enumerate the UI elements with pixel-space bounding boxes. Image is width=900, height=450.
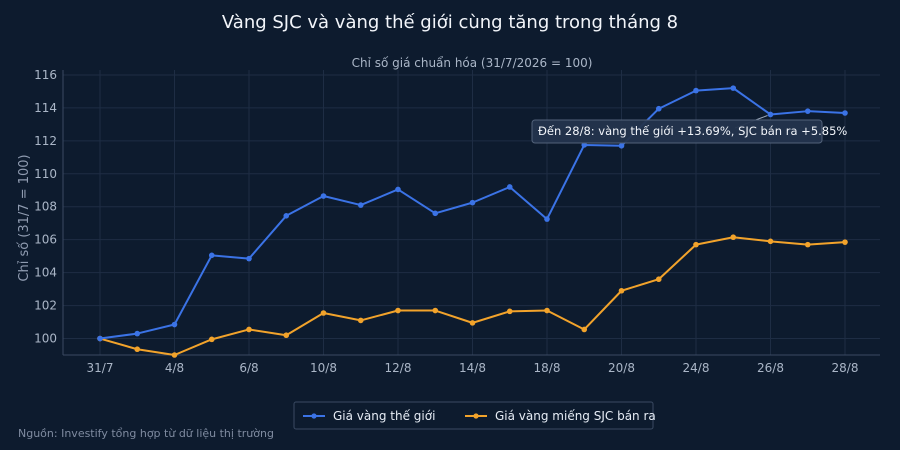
data-point-sjc — [544, 307, 550, 314]
x-tick-label: 14/8 — [459, 361, 486, 375]
data-point-sjc — [693, 241, 699, 248]
annotation-box — [531, 119, 823, 144]
data-point-sjc — [246, 326, 252, 333]
x-tick-labels: 31/7 4/8 6/8 10/8 12/8 14/8 18/8 20/8 24/8 26/8 28… — [87, 361, 859, 375]
data-point-world — [730, 85, 737, 91]
source-note: Nguồn: Investify tổng hợp từ dữ liệu thị… — [18, 427, 274, 440]
data-point-world — [134, 330, 141, 337]
data-point-sjc — [283, 332, 290, 339]
data-point-world — [208, 252, 215, 259]
y-tick-label: 100 — [34, 332, 57, 346]
y-tick-label: 114 — [34, 101, 57, 115]
data-point-sjc — [655, 276, 662, 283]
data-point-world — [655, 105, 662, 112]
legend-marker-world — [311, 413, 317, 419]
data-point-world — [693, 87, 699, 94]
data-point-world — [469, 199, 476, 206]
data-point-sjc — [208, 336, 215, 343]
data-point-sjc — [804, 241, 811, 248]
x-tick-label: 28/8 — [832, 361, 859, 375]
x-tick-label: 24/8 — [683, 361, 710, 375]
x-tick-label: 20/8 — [608, 361, 635, 375]
chart-title: Vàng SJC và vàng thế giới cùng tăng tron… — [222, 12, 678, 33]
data-point-sjc — [432, 307, 439, 314]
legend-label-sjc: Giá vàng miếng SJC bán ra — [495, 409, 656, 423]
x-tick-label: 18/8 — [534, 361, 561, 375]
data-point-world — [432, 210, 439, 217]
data-point-world — [506, 184, 513, 190]
data-point-world — [97, 335, 103, 342]
data-point-world — [618, 142, 625, 149]
y-tick-label: 110 — [34, 167, 57, 181]
y-tick-label: 104 — [34, 266, 57, 280]
data-point-sjc — [730, 234, 737, 241]
data-point-sjc — [618, 287, 625, 294]
data-point-world — [357, 202, 364, 208]
data-point-sjc — [320, 310, 327, 316]
x-tick-label: 10/8 — [310, 361, 337, 375]
legend: Giá vàng thế giới Giá vàng miếng SJC bán… — [293, 401, 656, 430]
series-layer — [97, 85, 848, 358]
data-point-sjc — [581, 326, 588, 333]
y-tick-labels: 100 102 104 106 108 110 112 114 116 — [34, 68, 57, 346]
y-tick-label: 108 — [34, 200, 57, 214]
data-point-sjc — [842, 239, 848, 245]
data-point-world — [842, 110, 848, 116]
data-point-world — [283, 212, 290, 219]
data-point-world — [804, 108, 811, 114]
y-axis-label: Chỉ số (31/7 = 100) — [17, 154, 32, 281]
data-point-world — [544, 216, 550, 222]
data-point-world — [767, 111, 774, 118]
data-point-world — [581, 142, 588, 148]
data-point-world — [320, 193, 327, 199]
y-tick-label: 116 — [34, 68, 57, 82]
data-point-sjc — [171, 352, 178, 358]
legend-marker-sjc — [473, 413, 479, 419]
chart-subtitle: Chỉ số giá chuẩn hóa (31/7/2026 = 100) — [352, 56, 593, 70]
x-tick-label: 26/8 — [757, 361, 784, 375]
data-point-sjc — [395, 307, 401, 314]
annotation-text: Đến 28/8: vàng thế giới +13.69%, SJC bán… — [538, 124, 847, 138]
data-point-sjc — [506, 308, 513, 315]
data-point-sjc — [134, 346, 141, 353]
grid-lines — [63, 70, 880, 355]
legend-label-world: Giá vàng thế giới — [333, 409, 435, 423]
y-tick-label: 106 — [34, 233, 57, 247]
y-tick-label: 102 — [34, 299, 57, 313]
data-point-sjc — [357, 317, 364, 324]
x-tick-label: 6/8 — [239, 361, 258, 375]
data-point-world — [246, 255, 252, 262]
data-point-world — [395, 186, 401, 193]
x-tick-label: 4/8 — [165, 361, 184, 375]
data-point-sjc — [767, 238, 774, 245]
axes — [62, 70, 880, 356]
data-point-sjc — [469, 320, 476, 326]
y-tick-label: 112 — [34, 134, 57, 148]
x-tick-label: 31/7 — [87, 361, 114, 375]
x-tick-label: 12/8 — [385, 361, 412, 375]
annotation: Đến 28/8: vàng thế giới +13.69%, SJC bán… — [531, 115, 847, 144]
data-point-world — [171, 321, 178, 328]
